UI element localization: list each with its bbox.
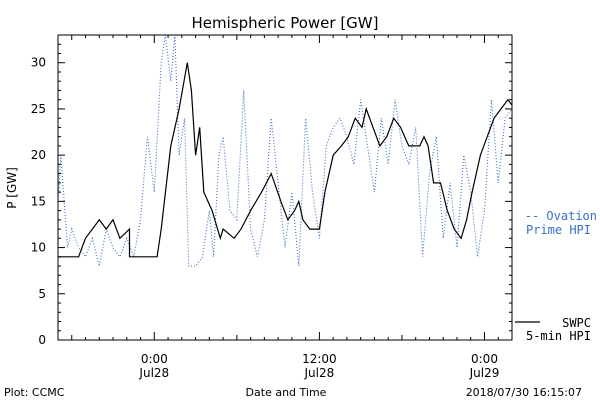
y-tick-label: 15 [31, 194, 46, 208]
chart-title: Hemispheric Power [GW] [192, 14, 379, 32]
footer-timestamp: 2018/07/30 16:15:07 [466, 386, 582, 399]
legend-swpc-line2: 5-min HPI [526, 329, 591, 343]
x-tick-label-date: Jul29 [469, 366, 500, 380]
x-tick-label-time: 0:00 [141, 352, 168, 366]
y-tick-label: 5 [38, 287, 46, 301]
x-tick-label-time: 0:00 [471, 352, 498, 366]
y-tick-label: 25 [31, 102, 46, 116]
footer-left: Plot: CCMC [4, 386, 65, 399]
legend-swpc-line1: SWPC [562, 316, 591, 330]
x-axis-label: Date and Time [246, 386, 327, 399]
plot-frame [57, 34, 513, 341]
series-layer [58, 35, 512, 267]
legend-ovation-line1: -- Ovation [525, 209, 597, 223]
plot-axes [57, 34, 513, 341]
axis-ticks: 0510152025300:00Jul2812:00Jul280:00Jul29… [31, 34, 513, 380]
x-tick-label-time: 12:00 [302, 352, 337, 366]
x-tick-label-date: Jul28 [138, 366, 169, 380]
legend-ovation-line2: Prime HPI [526, 223, 591, 237]
y-axis-label: P [GW] [5, 167, 19, 209]
x-tick-label-date: Jul28 [304, 366, 335, 380]
y-tick-label: 0 [38, 333, 46, 347]
y-tick-label: 10 [31, 241, 46, 255]
y-tick-label: 30 [31, 56, 46, 70]
series-swpc-line [58, 62, 512, 258]
y-tick-label: 20 [31, 148, 46, 162]
